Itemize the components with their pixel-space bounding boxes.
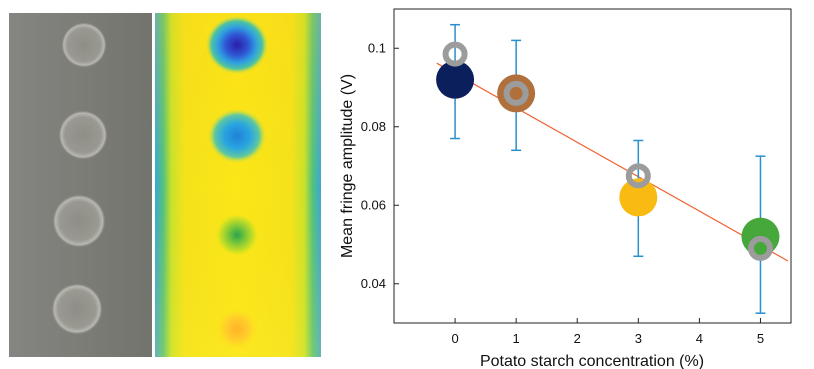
photo-spot (51, 283, 103, 335)
heatmap-spot (215, 213, 259, 257)
data-point (436, 60, 475, 99)
data-points (436, 60, 780, 256)
amplitude-heatmap (155, 13, 321, 357)
data-point (497, 74, 536, 113)
ring-point (442, 41, 468, 67)
ring-point (625, 163, 651, 189)
sample-photo (9, 13, 152, 357)
photo-spot (58, 110, 108, 160)
amplitude-chart: 0 1 2 3 4 5 0.04 0.06 0.08 0.1 Potato starch conc… (339, 8, 792, 369)
y-tick-label: 0.1 (368, 40, 386, 55)
heatmap-spot (205, 15, 269, 75)
data-point (619, 178, 658, 217)
y-axis-title: Mean fringe amplitude (V) (339, 74, 356, 258)
x-axis-title: Potato starch concentration (%) (480, 353, 704, 369)
y-tick-label: 0.06 (361, 197, 386, 212)
fit-line (436, 62, 789, 262)
x-tick-label: 4 (696, 331, 703, 346)
y-tick-label: 0.08 (361, 119, 386, 134)
plot-frame (393, 8, 792, 324)
heatmap-spot (207, 108, 267, 164)
heatmap-spot (215, 307, 259, 351)
x-tick-label: 3 (635, 331, 642, 346)
y-tick-label: 0.04 (361, 276, 386, 291)
axis-ticks: 0 1 2 3 4 5 0.04 0.06 0.08 0.1 (361, 40, 764, 346)
photo-spot (52, 194, 106, 248)
amplitude-heatmap-graphic (155, 13, 321, 357)
fit-line-group (436, 62, 789, 262)
error-bars (450, 23, 766, 314)
sample-photo-graphic (9, 13, 152, 357)
x-tick-label: 2 (574, 331, 581, 346)
ring-point (747, 235, 773, 261)
x-tick-label: 1 (513, 331, 520, 346)
ring-points (442, 41, 773, 261)
x-tick-label: 0 (451, 331, 458, 346)
photo-spot (61, 22, 107, 68)
ring-point (503, 80, 529, 106)
x-tick-label: 5 (757, 331, 764, 346)
